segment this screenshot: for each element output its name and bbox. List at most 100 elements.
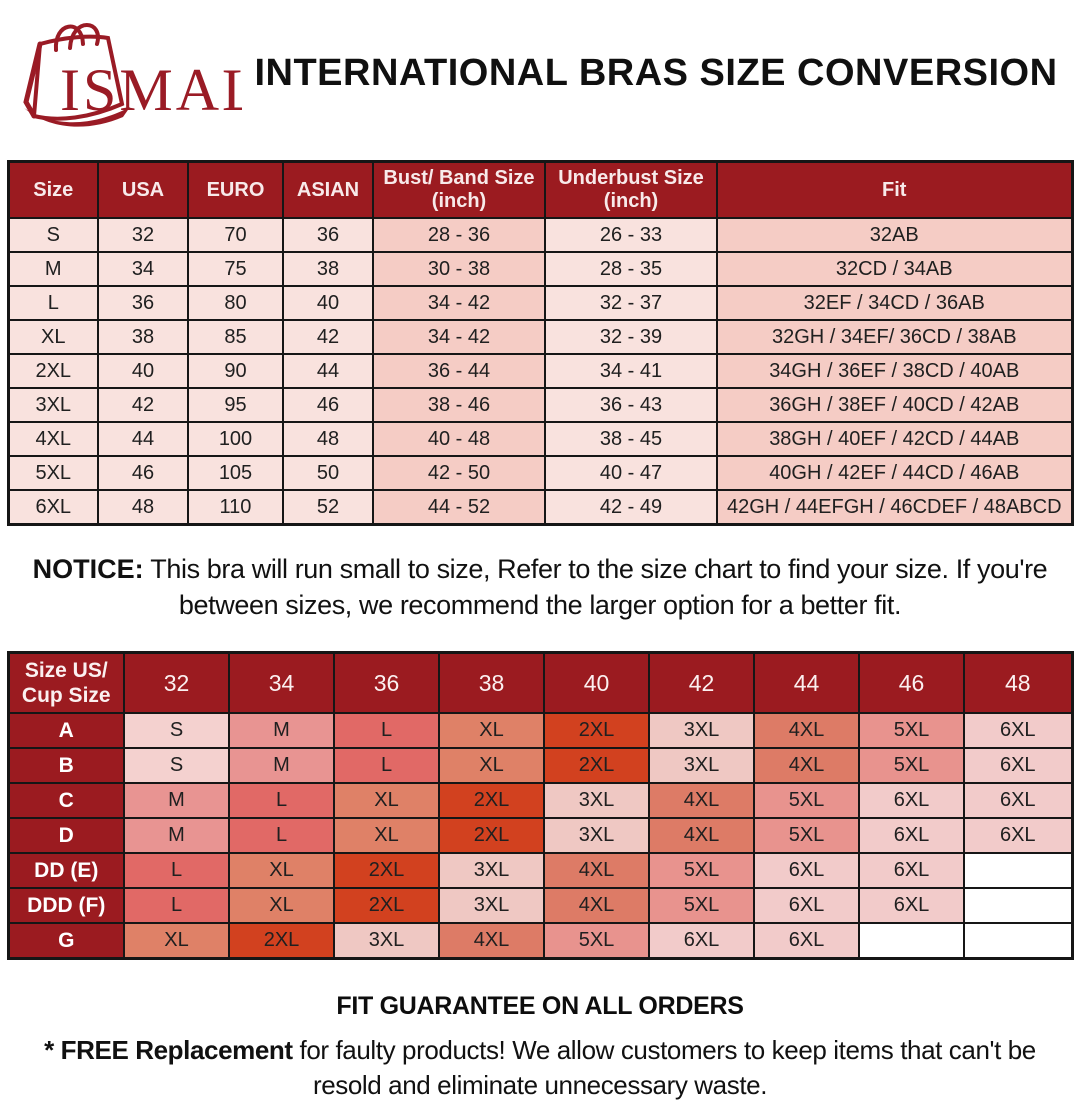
cup-table-cell: [963, 887, 1073, 925]
size-table-cell: 4XL: [7, 421, 99, 457]
cup-table-row: G XL 2XL 3XL 4XL 5XL 6XL 6XL: [7, 922, 1073, 960]
cup-table-row: DDD (F) L XL 2XL 3XL 4XL 5XL 6XL 6XL: [7, 887, 1073, 925]
cup-table-cell: 6XL: [858, 887, 965, 925]
cup-table-cell: 5XL: [753, 782, 860, 820]
size-table-cell: 42 - 50: [372, 455, 546, 491]
size-table-cell: 32 - 39: [544, 319, 718, 355]
cup-table-cell: 6XL: [753, 922, 860, 960]
size-table-cell: 32 - 37: [544, 285, 718, 321]
size-table-column-header: Underbust Size (inch): [544, 160, 718, 219]
cup-table-cell: 6XL: [648, 922, 755, 960]
size-table-column-header: USA: [97, 160, 189, 219]
cup-table-band-header: 46: [858, 651, 965, 715]
cup-table-cell: 4XL: [753, 712, 860, 750]
bag-bottom-swoosh: [24, 107, 130, 127]
size-table-cell: 2XL: [7, 353, 99, 389]
size-table-cell: 6XL: [7, 489, 99, 526]
ismali-logo: ISMALI: [23, 23, 242, 127]
cup-table-band-header: 40: [543, 651, 650, 715]
size-table-cell: 3XL: [7, 387, 99, 423]
size-table-cell: 46: [97, 455, 189, 491]
size-table-cell: 42GH / 44EFGH / 46CDEF / 48ABCD: [716, 489, 1073, 526]
size-table-cell: 50: [282, 455, 374, 491]
size-table-cell: XL: [7, 319, 99, 355]
size-table-cell: 38 - 45: [544, 421, 718, 457]
size-table-cell: 75: [187, 251, 284, 287]
cup-table-cell: 3XL: [648, 747, 755, 785]
size-table-row: 2XL 40 90 44 36 - 44 34 - 41 34GH / 36EF / 38C…: [7, 353, 1073, 389]
cup-table-row: D M L XL 2XL 3XL 4XL 5XL 6XL 6XL: [7, 817, 1073, 855]
size-table-cell: 52: [282, 489, 374, 526]
cup-row-header: C: [7, 782, 125, 820]
cup-table-cell: 5XL: [753, 817, 860, 855]
size-table-column-header: Size: [7, 160, 99, 219]
size-table-row: M 34 75 38 30 - 38 28 - 35 32CD / 34AB: [7, 251, 1073, 287]
size-table-cell: 36 - 44: [372, 353, 546, 389]
size-table-row: 6XL 48 110 52 44 - 52 42 - 49 42GH / 44EFGH / …: [7, 489, 1073, 526]
cup-table-cell: M: [228, 747, 335, 785]
size-table-row: 5XL 46 105 50 42 - 50 40 - 47 40GH / 42EF / 44…: [7, 455, 1073, 491]
cup-table-cell: XL: [438, 712, 545, 750]
cup-table-cell: 2XL: [543, 747, 650, 785]
size-table-cell: 38: [282, 251, 374, 287]
cup-table-cell: L: [333, 712, 440, 750]
page-header: ISMALI INTERNATIONAL BRAS SIZE CONVERSIO…: [0, 0, 1080, 134]
page-title: INTERNATIONAL BRAS SIZE CONVERSION: [254, 51, 1058, 94]
cup-row-header: A: [7, 712, 125, 750]
size-table-cell: 36: [282, 217, 374, 253]
size-table-cell: L: [7, 285, 99, 321]
size-table-cell: 38GH / 40EF / 42CD / 44AB: [716, 421, 1073, 457]
cup-table-cell: 6XL: [963, 817, 1073, 855]
size-table-cell: 32GH / 34EF/ 36CD / 38AB: [716, 319, 1073, 355]
cup-table-cell: 6XL: [963, 712, 1073, 750]
size-table-cell: S: [7, 217, 99, 253]
cup-table-cell: XL: [123, 922, 230, 960]
footnote-bold: * FREE Replacement: [44, 1035, 293, 1066]
size-table-cell: 105: [187, 455, 284, 491]
cup-table-cell: 6XL: [963, 782, 1073, 820]
cup-table-cell: 5XL: [648, 887, 755, 925]
size-table-row: 4XL 44 100 48 40 - 48 38 - 45 38GH / 40EF / 42…: [7, 421, 1073, 457]
size-table-cell: 42: [97, 387, 189, 423]
size-table-cell: 95: [187, 387, 284, 423]
cup-table-cell: 2XL: [333, 852, 440, 890]
size-table-cell: 32EF / 34CD / 36AB: [716, 285, 1073, 321]
logo-wordmark: ISMALI: [60, 57, 242, 123]
size-table-cell: 48: [97, 489, 189, 526]
size-table-cell: 34: [97, 251, 189, 287]
cup-table-cell: [963, 922, 1073, 960]
size-table-cell: 44 - 52: [372, 489, 546, 526]
cup-table-row: A S M L XL 2XL 3XL 4XL 5XL 6XL: [7, 712, 1073, 750]
cup-table-cell: L: [333, 747, 440, 785]
size-table-cell: M: [7, 251, 99, 287]
cup-table-cell: L: [123, 852, 230, 890]
cup-table-band-header: 34: [228, 651, 335, 715]
cup-table-row: B S M L XL 2XL 3XL 4XL 5XL 6XL: [7, 747, 1073, 785]
cup-row-header: DDD (F): [7, 887, 125, 925]
size-table-cell: 42 - 49: [544, 489, 718, 526]
cup-table-cell: [858, 922, 965, 960]
size-table-cell: 40 - 48: [372, 421, 546, 457]
cup-table-cell: 5XL: [648, 852, 755, 890]
cup-row-header: D: [7, 817, 125, 855]
size-table-header-row: Size USA EURO ASIAN Bust/ Band Size (inch) Un…: [7, 160, 1073, 219]
cup-table-cell: 6XL: [753, 852, 860, 890]
size-table-row: L 36 80 40 34 - 42 32 - 37 32EF / 34CD / 36AB: [7, 285, 1073, 321]
cup-table-cell: XL: [333, 782, 440, 820]
size-table-cell: 80: [187, 285, 284, 321]
cup-row-header: B: [7, 747, 125, 785]
size-table-row: S 32 70 36 28 - 36 26 - 33 32AB: [7, 217, 1073, 253]
cup-table-band-header: 32: [123, 651, 230, 715]
cup-row-header: DD (E): [7, 852, 125, 890]
size-table-cell: 48: [282, 421, 374, 457]
cup-table-cell: XL: [333, 817, 440, 855]
size-table-cell: 110: [187, 489, 284, 526]
cup-table-cell: 3XL: [648, 712, 755, 750]
cup-table-cell: M: [228, 712, 335, 750]
cup-table-cell: XL: [438, 747, 545, 785]
size-table-cell: 28 - 36: [372, 217, 546, 253]
size-conversion-table: Size USA EURO ASIAN Bust/ Band Size (inch) Un…: [6, 160, 1074, 526]
free-replacement-note: * FREE Replacement for faulty products! …: [18, 1033, 1062, 1103]
size-table-cell: 36 - 43: [544, 387, 718, 423]
cup-table-cell: 6XL: [753, 887, 860, 925]
